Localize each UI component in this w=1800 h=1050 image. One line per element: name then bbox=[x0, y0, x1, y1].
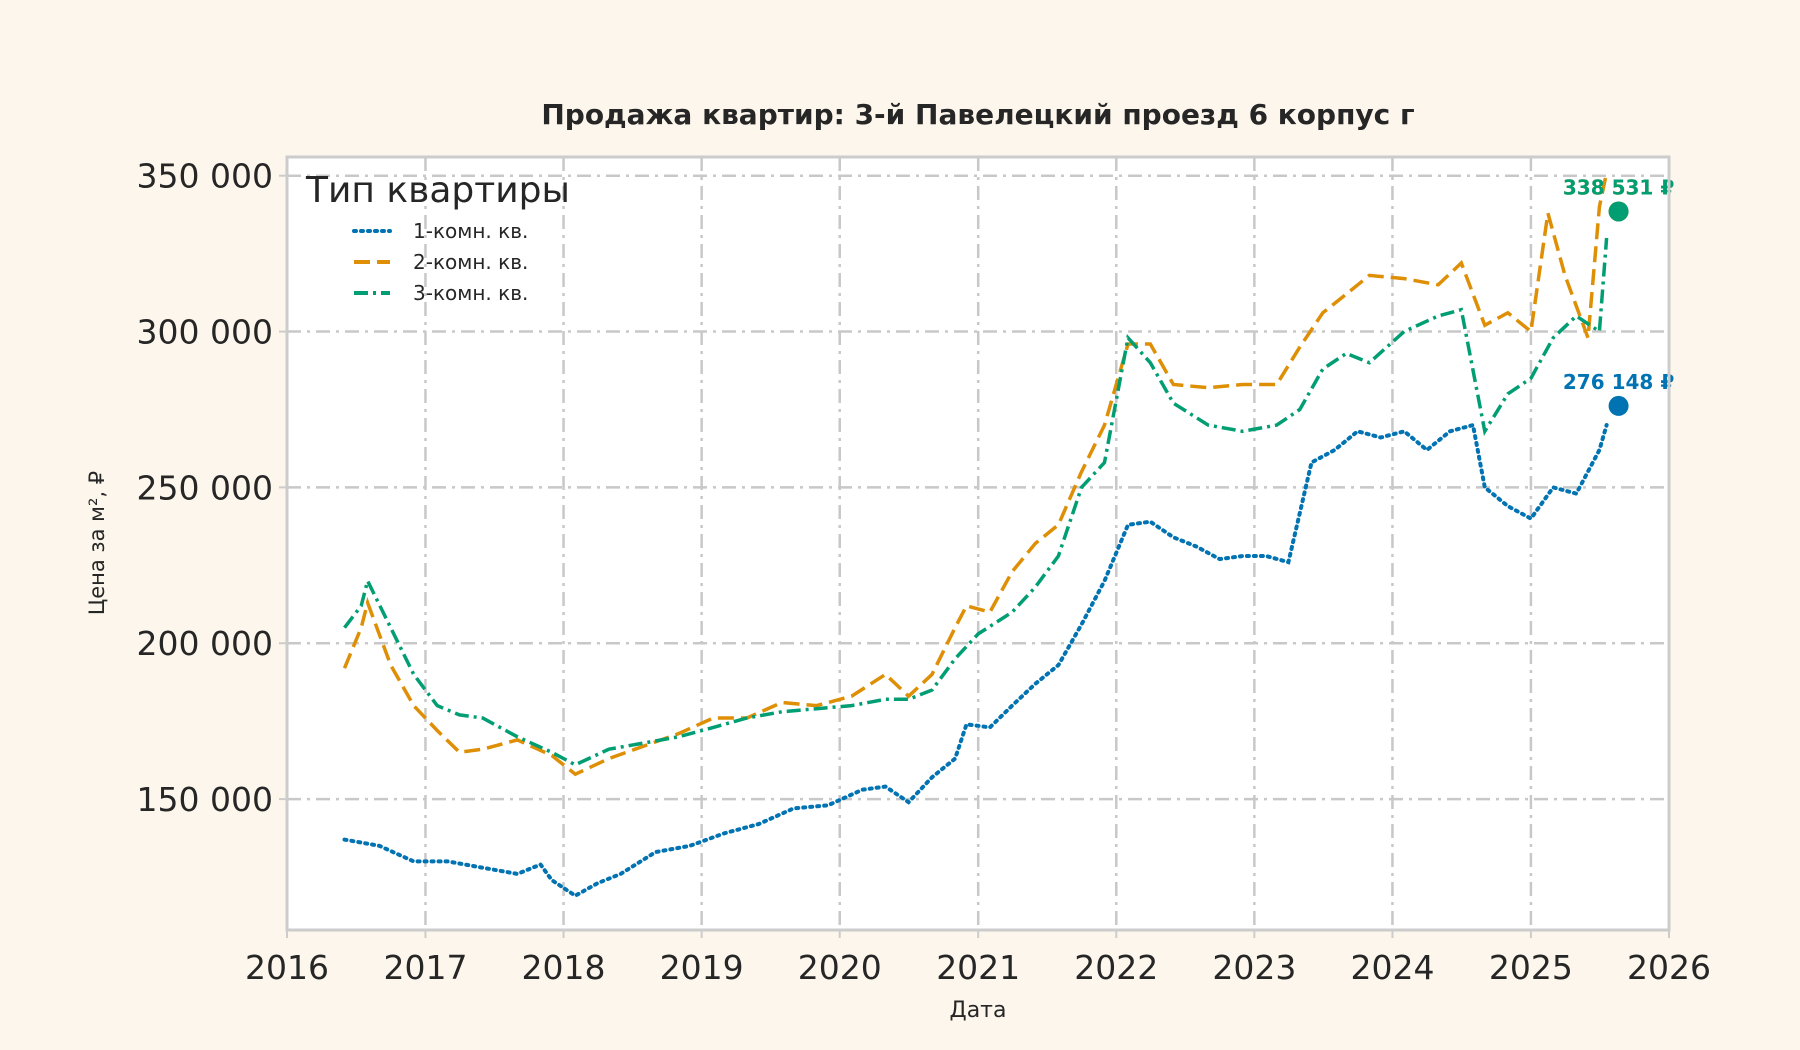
x-axis-label: Дата bbox=[950, 998, 1007, 1023]
last-value-marker-1 bbox=[1608, 395, 1629, 416]
x-tick-label: 2025 bbox=[1489, 948, 1573, 987]
chart-title: Продажа квартир: 3-й Павелецкий проезд 6… bbox=[541, 98, 1414, 131]
x-tick-label: 2020 bbox=[798, 948, 882, 987]
y-tick-label: 250 000 bbox=[137, 468, 273, 507]
last-value-label-3: 338 531 ₽ bbox=[1563, 175, 1674, 199]
end-markers: 276 148 ₽338 531 ₽338 531 ₽ bbox=[1563, 175, 1674, 416]
legend-entry-2: 2-комн. кв. bbox=[413, 250, 528, 274]
x-tick-label: 2022 bbox=[1074, 948, 1158, 987]
y-tick-label: 300 000 bbox=[137, 313, 273, 352]
x-tick-label: 2026 bbox=[1627, 948, 1711, 987]
last-value-marker-3 bbox=[1608, 201, 1629, 222]
x-tick-label: 2021 bbox=[936, 948, 1020, 987]
x-tick-label: 2018 bbox=[522, 948, 606, 987]
x-axis-ticks: 2016 2017 2018 2019 2020 2021 2022 2023 2024 2025… bbox=[245, 930, 1711, 987]
x-tick-label: 2017 bbox=[383, 948, 467, 987]
legend-entry-3: 3-комн. кв. bbox=[413, 281, 528, 305]
series-layer bbox=[342, 172, 1609, 899]
series-line-1 bbox=[342, 422, 1609, 899]
y-tick-label: 350 000 bbox=[137, 157, 273, 196]
y-tick-label: 150 000 bbox=[137, 780, 273, 819]
last-value-label-1: 276 148 ₽ bbox=[1563, 370, 1674, 394]
x-tick-label: 2019 bbox=[660, 948, 744, 987]
x-tick-label: 2023 bbox=[1212, 948, 1296, 987]
legend-entry-1: 1-комн. кв. bbox=[413, 219, 528, 243]
series-line-3 bbox=[343, 237, 1609, 767]
y-axis-label: Цена за м², ₽ bbox=[85, 471, 109, 615]
x-tick-label: 2016 bbox=[245, 948, 329, 987]
y-axis-ticks: 150 000 200 000 250 000 300 000 350 000 bbox=[137, 157, 287, 819]
last-value-label-2: 338 531 ₽ bbox=[1563, 175, 1674, 199]
x-tick-label: 2024 bbox=[1350, 948, 1434, 987]
legend: Тип квартиры 1-комн. кв. 2-комн. кв. 3-ком… bbox=[305, 170, 570, 305]
y-tick-label: 200 000 bbox=[137, 624, 273, 663]
legend-title: Тип квартиры bbox=[305, 170, 570, 211]
series-line-2 bbox=[342, 172, 1609, 777]
